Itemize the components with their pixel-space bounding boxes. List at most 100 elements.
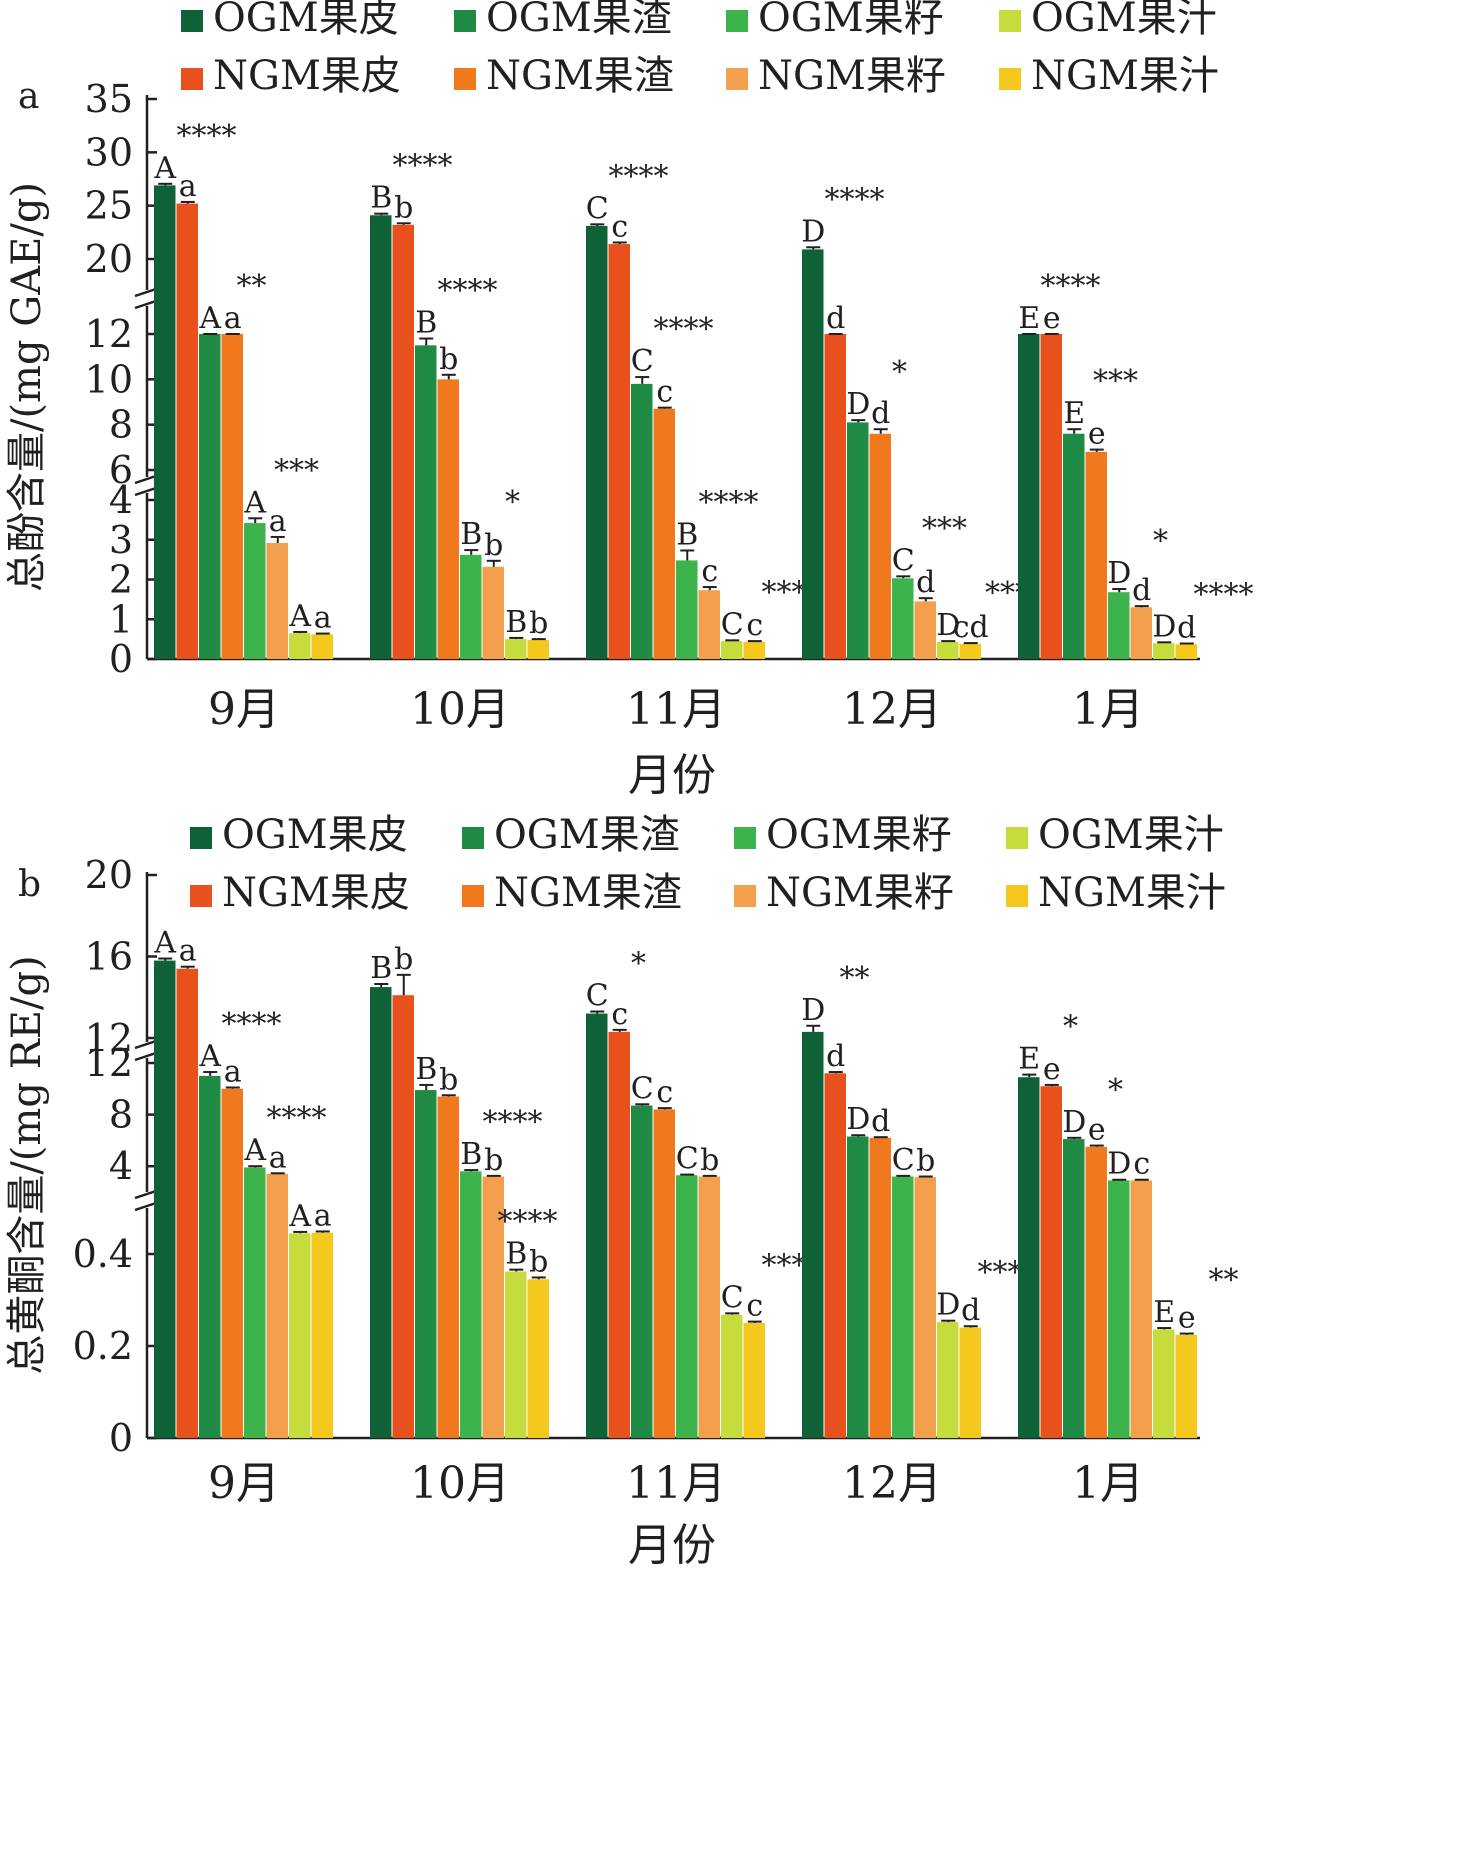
significance-letter: D: [1107, 556, 1131, 591]
significance-letter: D: [1107, 1147, 1131, 1182]
legend-label: NGM果汁: [1038, 870, 1226, 916]
legend-swatch: [999, 68, 1021, 90]
bar: [698, 590, 720, 659]
significance-letter: e: [1178, 1301, 1196, 1336]
legend-swatch: [999, 10, 1021, 32]
significance-letter: E: [1063, 396, 1085, 431]
significance-letter: A: [243, 1133, 266, 1168]
bar: [289, 1233, 311, 1438]
significance-letter: c: [746, 1289, 763, 1324]
significance-letter: d: [916, 565, 935, 600]
y-tick-label: 4: [109, 478, 133, 522]
legend-label: NGM果汁: [1031, 53, 1219, 99]
y-tick-label: 20: [85, 237, 133, 281]
significance-letter: c: [611, 209, 628, 244]
bar: [437, 379, 459, 659]
significance-asterisks: *: [631, 947, 646, 982]
legend-label: NGM果籽: [758, 53, 946, 99]
bar: [892, 1176, 914, 1438]
bar: [266, 1173, 288, 1438]
bar: [698, 1176, 720, 1438]
significance-asterisks: ****: [699, 485, 759, 520]
significance-asterisks: ****: [267, 1101, 327, 1136]
legend-swatch: [181, 68, 203, 90]
bar: [721, 1314, 743, 1438]
y-tick-label: 1: [109, 597, 133, 641]
significance-letter: a: [314, 601, 332, 636]
x-tick-label: 11月: [626, 684, 726, 735]
legend-label: NGM果渣: [494, 870, 682, 916]
bar: [221, 1088, 243, 1438]
significance-letter: b: [394, 190, 413, 225]
significance-asterisks: **: [237, 269, 267, 304]
bar: [199, 334, 221, 659]
significance-letter: a: [269, 1140, 287, 1175]
significance-letter: D: [936, 608, 960, 643]
y-tick-label: 8: [109, 403, 133, 447]
bar: [847, 422, 869, 659]
significance-letter: a: [314, 1198, 332, 1233]
significance-asterisks: ****: [498, 1205, 558, 1240]
significance-asterisks: *: [505, 485, 520, 520]
significance-asterisks: ****: [483, 1105, 543, 1140]
x-tick-label: 1月: [1072, 1458, 1144, 1509]
significance-letter: d: [1177, 610, 1196, 645]
y-tick-label: 0: [109, 1416, 133, 1460]
significance-letter: C: [892, 543, 915, 578]
bar: [586, 225, 608, 659]
significance-letter: a: [269, 504, 287, 539]
significance-letter: B: [676, 517, 698, 552]
legend-swatch: [454, 10, 476, 32]
bar: [676, 560, 698, 659]
significance-asterisks: **: [840, 961, 870, 996]
legend-label: NGM果籽: [766, 870, 954, 916]
significance-asterisks: *: [1108, 1073, 1123, 1108]
significance-asterisks: ****: [1041, 269, 1101, 304]
legend-swatch: [454, 68, 476, 90]
y-tick-label: 4: [109, 1144, 133, 1188]
significance-asterisks: ***: [922, 511, 967, 546]
significance-letter: d: [1132, 573, 1151, 608]
legend-swatch: [734, 827, 756, 849]
bar: [392, 224, 414, 659]
significance-letter: d: [826, 1039, 845, 1074]
x-tick-label: 12月: [842, 1458, 942, 1509]
bar: [743, 641, 765, 659]
significance-letter: D: [846, 387, 870, 422]
x-tick-label: 1月: [1072, 684, 1144, 735]
significance-letter: A: [153, 926, 176, 961]
panel-label: b: [18, 864, 41, 905]
significance-asterisks: ****: [825, 182, 885, 217]
significance-asterisks: *: [1153, 524, 1168, 559]
legend-label: OGM果汁: [1038, 812, 1224, 858]
significance-letter: e: [1043, 1052, 1061, 1087]
legend: OGM果皮 OGM果渣 OGM果籽 OGM果汁 NGM果皮 NGM果渣 NGM果籽 NGM果汁: [190, 812, 1226, 916]
significance-letter: b: [484, 1143, 503, 1178]
bar: [631, 383, 653, 659]
significance-letter: A: [198, 1039, 221, 1074]
legend-label: NGM果渣: [486, 53, 674, 99]
y-tick-label: 3: [109, 518, 133, 562]
significance-letter: E: [1018, 1042, 1040, 1077]
bar: [847, 1136, 869, 1438]
y-tick-label: 20: [85, 853, 133, 897]
bar: [959, 643, 981, 659]
significance-letter: A: [153, 151, 176, 186]
significance-asterisks: ****: [393, 149, 453, 184]
significance-letter: b: [439, 1062, 458, 1097]
bar: [154, 960, 176, 1438]
bar: [914, 601, 936, 659]
bar: [311, 1232, 333, 1438]
legend-label: NGM果皮: [213, 53, 401, 99]
y-tick-label: 6: [109, 448, 133, 492]
significance-letter: cd: [953, 610, 989, 645]
significance-letter: B: [415, 1052, 437, 1087]
significance-asterisks: ***: [1093, 364, 1138, 399]
legend-swatch: [462, 885, 484, 907]
x-tick-label: 9月: [208, 684, 280, 735]
significance-letter: c: [701, 554, 718, 589]
y-tick-label: 12: [85, 1016, 133, 1060]
y-tick-label: 0.4: [73, 1232, 133, 1276]
bar: [482, 566, 504, 659]
